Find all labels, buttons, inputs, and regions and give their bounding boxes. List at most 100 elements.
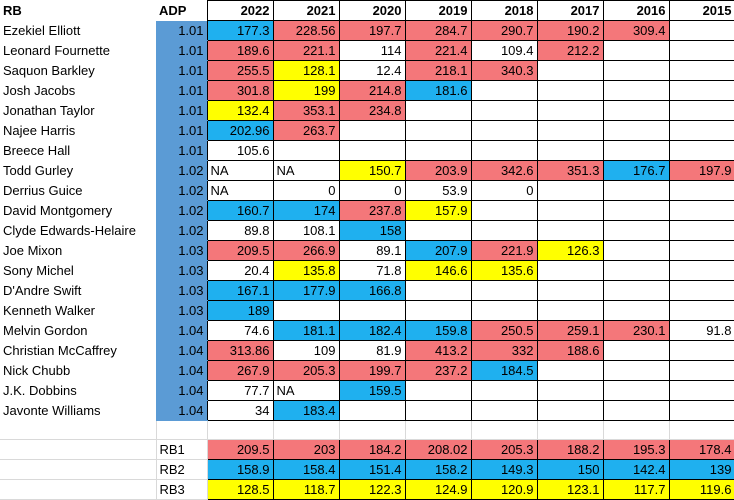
adp-cell[interactable]: 1.03 <box>156 300 207 321</box>
points-cell[interactable] <box>668 40 734 61</box>
summary-value-cell[interactable]: 128.5 <box>206 479 274 500</box>
empty-cell[interactable] <box>471 420 538 440</box>
points-cell[interactable] <box>668 300 734 321</box>
empty-cell[interactable] <box>339 420 406 440</box>
points-cell[interactable] <box>668 380 734 401</box>
header-adp-cell[interactable]: ADP <box>159 3 187 18</box>
points-cell[interactable] <box>338 140 406 161</box>
points-cell[interactable]: 158 <box>338 220 406 241</box>
points-cell[interactable] <box>404 300 472 321</box>
points-cell[interactable]: NA <box>272 160 340 181</box>
summary-value-cell[interactable]: 117.7 <box>602 479 670 500</box>
player-name-cell[interactable]: Nick Chubb <box>3 363 71 378</box>
summary-value-cell[interactable]: 188.2 <box>536 439 604 460</box>
summary-value-cell[interactable]: 195.3 <box>602 439 670 460</box>
points-cell[interactable]: 199.7 <box>338 360 406 381</box>
points-cell[interactable] <box>470 140 538 161</box>
summary-value-cell[interactable]: 209.5 <box>206 439 274 460</box>
points-cell[interactable] <box>470 300 538 321</box>
points-cell[interactable] <box>404 400 472 421</box>
summary-value-cell[interactable]: 124.9 <box>404 479 472 500</box>
points-cell[interactable] <box>536 220 604 241</box>
player-name-cell[interactable]: David Montgomery <box>3 203 113 218</box>
points-cell[interactable]: 53.9 <box>404 180 472 201</box>
points-cell[interactable] <box>536 180 604 201</box>
points-cell[interactable]: NA <box>206 160 274 181</box>
points-cell[interactable]: 132.4 <box>206 100 274 121</box>
points-cell[interactable]: 0 <box>470 180 538 201</box>
summary-value-cell[interactable]: 142.4 <box>602 459 670 480</box>
player-name-cell[interactable]: Ezekiel Elliott <box>3 23 81 38</box>
points-cell[interactable] <box>602 380 670 401</box>
points-cell[interactable] <box>668 360 734 381</box>
points-cell[interactable] <box>536 140 604 161</box>
empty-cell[interactable] <box>669 420 734 440</box>
points-cell[interactable] <box>404 280 472 301</box>
points-cell[interactable] <box>470 100 538 121</box>
points-cell[interactable] <box>536 120 604 141</box>
points-cell[interactable] <box>668 240 734 261</box>
points-cell[interactable] <box>536 360 604 381</box>
adp-cell[interactable]: 1.02 <box>156 220 207 241</box>
summary-value-cell[interactable]: 205.3 <box>470 439 538 460</box>
summary-value-cell[interactable]: 178.4 <box>668 439 734 460</box>
points-cell[interactable] <box>272 300 340 321</box>
summary-value-cell[interactable]: 139 <box>668 459 734 480</box>
points-cell[interactable]: 228.56 <box>272 20 340 41</box>
points-cell[interactable]: 177.3 <box>206 20 274 41</box>
points-cell[interactable] <box>536 400 604 421</box>
adp-cell[interactable]: 1.01 <box>156 20 207 41</box>
player-name-cell[interactable]: J.K. Dobbins <box>3 383 77 398</box>
points-cell[interactable]: 189 <box>206 300 274 321</box>
empty-cell[interactable] <box>0 479 157 500</box>
player-name-cell[interactable]: Leonard Fournette <box>3 43 110 58</box>
points-cell[interactable]: 167.1 <box>206 280 274 301</box>
points-cell[interactable] <box>668 20 734 41</box>
points-cell[interactable]: 183.4 <box>272 400 340 421</box>
points-cell[interactable] <box>338 400 406 421</box>
player-name-cell[interactable]: Clyde Edwards-Helaire <box>3 223 136 238</box>
points-cell[interactable]: 181.1 <box>272 320 340 341</box>
summary-value-cell[interactable]: 123.1 <box>536 479 604 500</box>
adp-cell[interactable]: 1.01 <box>156 120 207 141</box>
points-cell[interactable]: 284.7 <box>404 20 472 41</box>
empty-cell[interactable] <box>537 420 604 440</box>
header-year-cell[interactable]: 2021 <box>272 0 340 21</box>
adp-cell[interactable]: 1.04 <box>156 360 207 381</box>
points-cell[interactable]: 114 <box>338 40 406 61</box>
header-year-cell[interactable]: 2019 <box>404 0 472 21</box>
points-cell[interactable]: 128.1 <box>272 60 340 81</box>
points-cell[interactable]: 218.1 <box>404 60 472 81</box>
points-cell[interactable]: 160.7 <box>206 200 274 221</box>
points-cell[interactable]: 212.2 <box>536 40 604 61</box>
points-cell[interactable]: 205.3 <box>272 360 340 381</box>
summary-value-cell[interactable]: 150 <box>536 459 604 480</box>
adp-cell[interactable]: 1.01 <box>156 140 207 161</box>
empty-cell[interactable] <box>207 420 274 440</box>
header-year-cell[interactable]: 2017 <box>536 0 604 21</box>
points-cell[interactable] <box>602 80 670 101</box>
points-cell[interactable]: 109.4 <box>470 40 538 61</box>
adp-cell[interactable]: 1.01 <box>156 100 207 121</box>
points-cell[interactable] <box>668 340 734 361</box>
header-year-cell[interactable]: 2015 <box>668 0 734 21</box>
points-cell[interactable] <box>602 100 670 121</box>
points-cell[interactable] <box>602 340 670 361</box>
points-cell[interactable] <box>536 60 604 81</box>
player-name-cell[interactable]: Josh Jacobs <box>3 83 76 98</box>
adp-cell[interactable]: 1.01 <box>156 80 207 101</box>
points-cell[interactable]: 189.6 <box>206 40 274 61</box>
summary-value-cell[interactable]: 119.6 <box>668 479 734 500</box>
player-name-cell[interactable]: Melvin Gordon <box>3 323 88 338</box>
points-cell[interactable] <box>470 220 538 241</box>
points-cell[interactable] <box>470 200 538 221</box>
points-cell[interactable]: 126.3 <box>536 240 604 261</box>
adp-cell[interactable]: 1.04 <box>156 400 207 421</box>
points-cell[interactable]: 91.8 <box>668 320 734 341</box>
adp-cell[interactable]: 1.01 <box>156 40 207 61</box>
points-cell[interactable]: 267.9 <box>206 360 274 381</box>
points-cell[interactable]: 255.5 <box>206 60 274 81</box>
player-name-cell[interactable]: D'Andre Swift <box>3 283 82 298</box>
points-cell[interactable] <box>668 400 734 421</box>
points-cell[interactable] <box>404 120 472 141</box>
